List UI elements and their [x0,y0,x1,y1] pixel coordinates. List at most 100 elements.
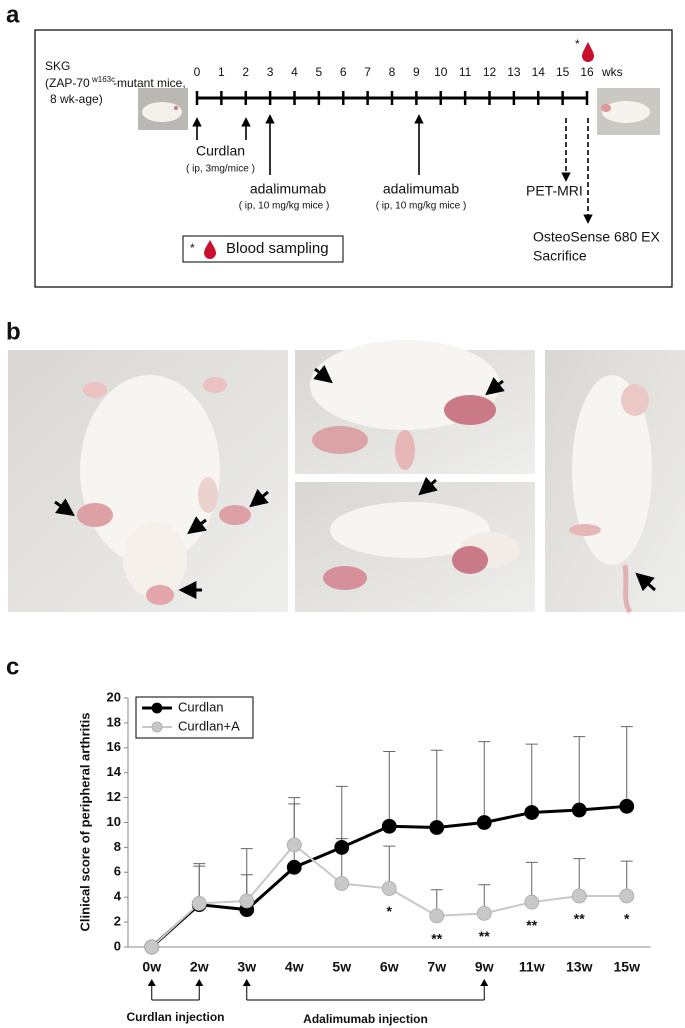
bracket-label: Adalimumab injection [303,1012,428,1026]
bracket-arrow [147,979,204,986]
y-tick-label: 0 [114,938,121,953]
x-tick-label: 4w [285,959,304,975]
chart: 0 2 4 6 8 10 12 14 16 18 20 Clinical score of perip… [77,689,651,1026]
y-tick-label: 18 [107,714,121,729]
significance: ** [431,931,442,947]
marker [191,896,207,911]
significance: * [624,911,630,927]
event-label: Curdlan [196,143,245,159]
strain-text: -mutant mice, [113,76,186,90]
marker [334,876,350,891]
week-label: 2 [242,65,249,79]
error-bar [288,797,301,845]
week-label: 12 [483,65,497,79]
x-tick-label: 15w [614,959,641,975]
panel-label: c [6,653,19,680]
x-tick-label: 13w [566,959,593,975]
legend-text: Curdlan [178,699,224,714]
marker [286,859,302,875]
marker [476,905,492,921]
x-tick-label: 11w [519,959,545,975]
week-label: 13 [507,65,521,79]
week-label: 14 [532,65,546,79]
marker [619,888,635,904]
y-tick-label: 8 [114,839,121,854]
blood-mark: * [575,37,580,51]
week-label: 5 [316,65,323,79]
event-dose: ( ip, 10 mg/kg mice ) [239,201,330,212]
legend-box [182,235,344,263]
legend-marker [151,721,163,733]
week-label: 10 [434,65,448,79]
event-dose: ( ip, 10 mg/kg mice ) [376,201,467,212]
x-tick-label: 7w [427,959,446,975]
error-bar [573,736,586,811]
week-label: 1 [218,65,225,79]
photo [295,482,535,612]
bracket [246,982,485,1001]
event-label: adalimumab [250,181,326,197]
y-tick-label: 2 [114,914,121,929]
week-label: 15 [556,65,570,79]
y-tick-label: 4 [114,889,122,904]
mouse-photo [597,88,660,135]
marker [334,840,350,855]
week-label: 8 [389,65,396,79]
legend-marker [151,702,163,714]
legend-text: Blood sampling [226,240,329,257]
panel-label: b [6,318,21,345]
significance: ** [526,917,537,933]
timeline-arrows [192,114,593,224]
significance: ** [479,928,490,944]
marker [571,888,587,904]
marker [429,908,445,924]
marker [571,802,587,818]
x-tick-label: 5w [332,959,351,975]
marker [381,818,397,834]
marker [524,894,540,910]
error-bar [620,726,633,807]
week-label: 9 [413,65,420,79]
y-tick-label: 16 [107,739,121,754]
event-label: adalimumab [383,181,459,197]
legend-mark: * [190,241,195,255]
panel-label: a [6,1,20,28]
week-label: 6 [340,65,347,79]
x-tick-label: 3w [237,959,256,975]
legend-text: Curdlan+A [178,718,240,733]
week-label: 0 [194,65,201,79]
x-tick-label: 6w [380,959,399,975]
blood-drop [582,42,594,62]
event-label: Sacrifice [533,248,587,264]
x-tick-label: 2w [190,959,209,975]
error-bar [240,848,253,901]
marker [381,881,397,896]
strain-text: SKG [45,59,70,73]
strain-text: (ZAP-70 [45,76,90,90]
x-tick-label: 9w [475,959,494,975]
week-label: 4 [291,65,298,79]
error-bar [478,741,491,823]
error-bar [525,743,538,813]
mouse-photo [138,88,188,130]
strain-superscript: w163c [91,75,115,84]
y-tick-label: 6 [114,864,121,879]
error-bar [430,749,443,828]
marker [619,798,635,814]
strain-text: 8 wk-age) [50,92,103,106]
significance: * [387,903,393,919]
marker [429,820,445,835]
y-tick-label: 20 [107,689,121,704]
week-label: 3 [267,65,274,79]
photo-arrows [54,364,656,599]
marker [524,805,540,820]
bracket [151,982,200,1001]
bracket-arrow [242,979,489,986]
x-tick-label: 0w [142,959,161,975]
marker [144,939,160,955]
bracket-label: Curdlan injection [126,1010,224,1024]
error-bar [335,785,348,848]
week-unit: wks [601,65,623,79]
marker [286,837,302,853]
